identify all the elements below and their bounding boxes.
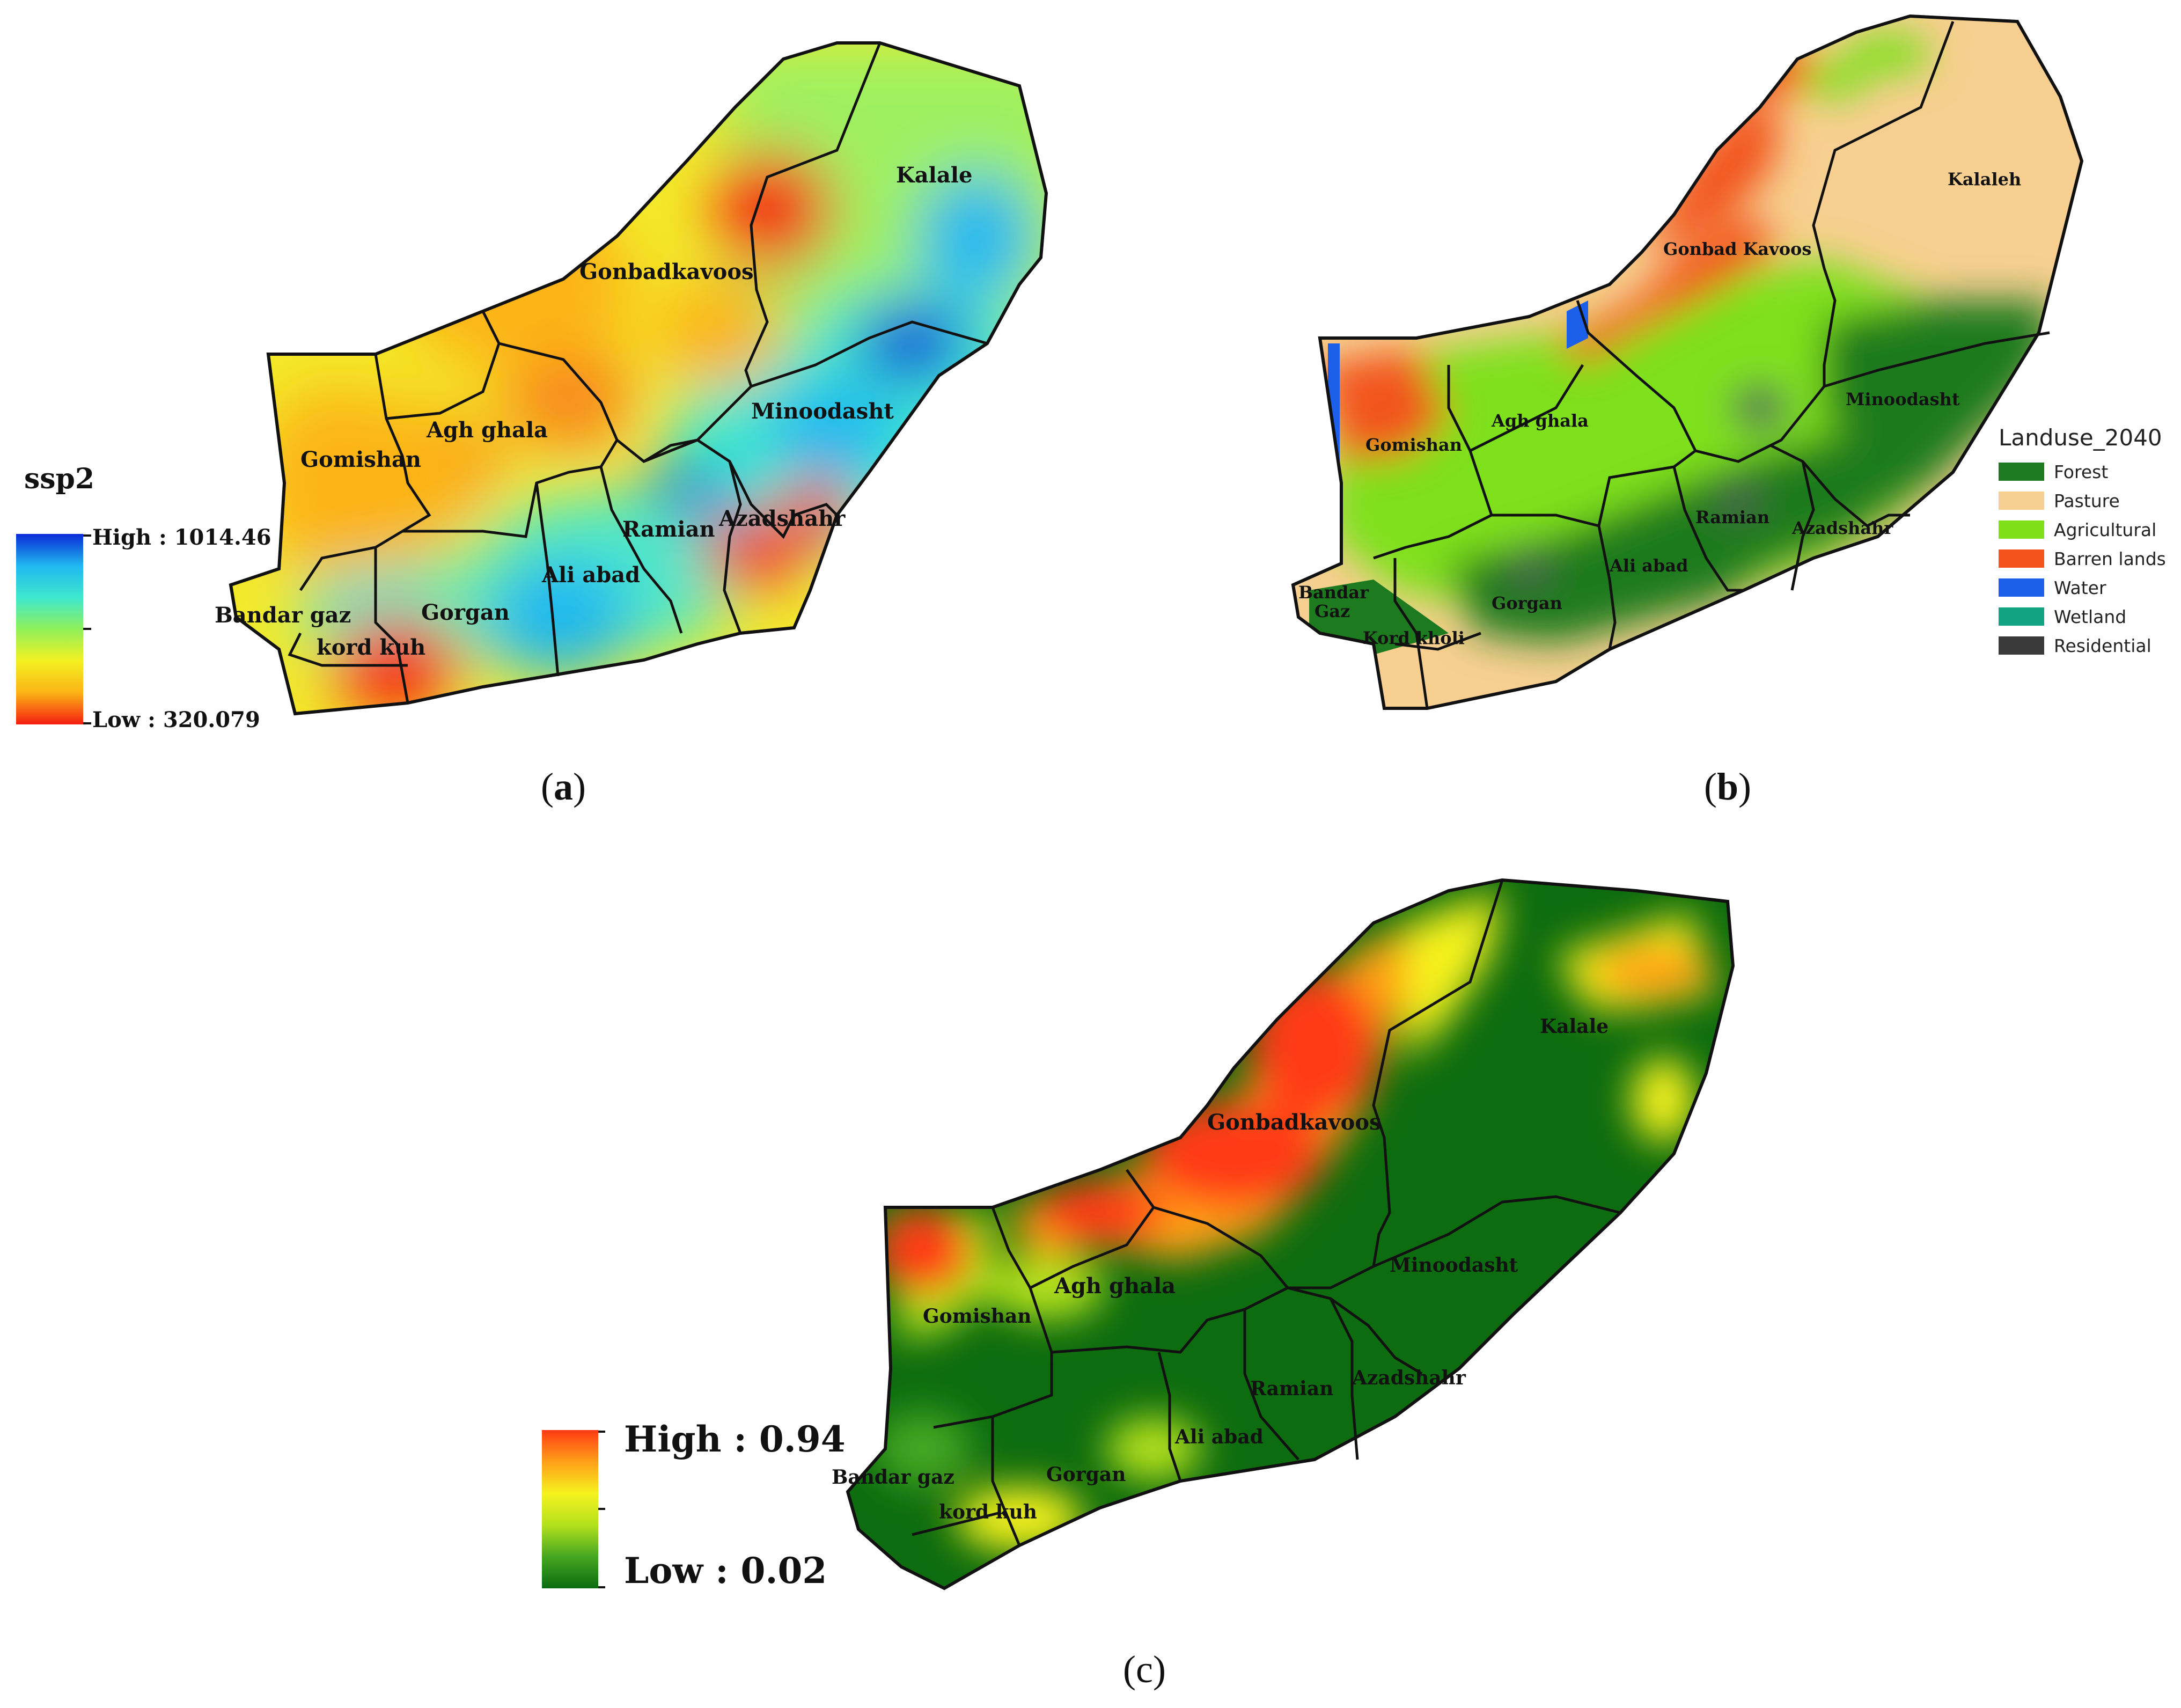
caption-a: (a)	[541, 765, 586, 808]
legend-risk-ramp	[542, 1430, 598, 1588]
legend-label-barren-lands: Barren lands	[2054, 548, 2166, 569]
legend-ssp2-high: High : 1014.46	[92, 525, 271, 550]
label-agh-ghala: Agh ghala	[426, 417, 548, 443]
legend-label-forest: Forest	[2054, 461, 2108, 482]
label-gorgan-b: Gorgan	[1492, 593, 1562, 613]
label-gaz-b: Gaz	[1315, 601, 1350, 621]
label-gorgan: Gorgan	[421, 600, 510, 625]
panel-c: Kalale Gonbadkavoos Minoodasht Agh ghala…	[542, 869, 1749, 1691]
legend-risk: High : 0.94 Low : 0.02	[542, 1418, 846, 1592]
legend-swatch-water	[1999, 578, 2044, 597]
label-azadshahr-c: Azadshahr	[1352, 1367, 1466, 1389]
legend-label-pasture: Pasture	[2054, 490, 2120, 511]
label-ali-abad: Ali abad	[541, 562, 640, 588]
legend-ssp2-ramp	[16, 534, 83, 724]
legend-ssp2-title: ssp2	[24, 463, 94, 495]
label-agh-ghala-b: Agh ghala	[1491, 410, 1589, 431]
legend-label-agricultural: Agricultural	[2054, 519, 2156, 540]
legend-risk-low: Low : 0.02	[624, 1550, 827, 1592]
legend-ssp2: ssp2 High : 1014.46 Low : 320.079	[16, 463, 271, 732]
label-bandar-b: Bandar	[1298, 582, 1369, 603]
panel-b-borders	[1373, 21, 2050, 709]
caption-b: (b)	[1704, 765, 1751, 808]
label-azadshahr: Azadshahr	[718, 506, 846, 531]
legend-swatch-forest	[1999, 463, 2044, 481]
panel-b-labels: Kalaleh Gonbad Kavoos Minoodasht Agh gha…	[1298, 169, 2021, 648]
label-agh-ghala-c: Agh ghala	[1054, 1273, 1176, 1299]
label-gonbadkavoos: Gonbadkavoos	[579, 259, 754, 284]
legend-swatch-residential	[1999, 636, 2044, 655]
legend-swatch-barren-lands	[1999, 549, 2044, 568]
label-minoodasht: Minoodasht	[751, 399, 894, 424]
label-kalale: Kalale	[896, 163, 972, 188]
legend-label-water: Water	[2054, 577, 2106, 598]
label-ramian-c: Ramian	[1250, 1377, 1333, 1400]
label-minoodasht-c: Minoodasht	[1390, 1254, 1518, 1277]
ssp2-surface	[231, 43, 1046, 714]
label-gomishan-c: Gomishan	[923, 1305, 1031, 1328]
label-ramian-b: Ramian	[1695, 507, 1769, 527]
label-ramian: Ramian	[622, 517, 715, 542]
label-kalale-c: Kalale	[1540, 1015, 1609, 1038]
panel-c-labels: Kalale Gonbadkavoos Minoodasht Agh ghala…	[832, 1015, 1609, 1523]
risk-surface	[848, 880, 1733, 1588]
label-azadshahr-b: Azadshahr	[1791, 518, 1893, 538]
label-gorgan-c: Gorgan	[1046, 1463, 1126, 1486]
legend-landuse-title: Landuse_2040	[1999, 424, 2162, 451]
legend-swatch-wetland	[1999, 607, 2044, 626]
label-gomishan-b: Gomishan	[1365, 435, 1462, 455]
label-kord-kuh-c: kord kuh	[939, 1501, 1037, 1523]
legend-ssp2-low: Low : 320.079	[92, 707, 260, 732]
label-kord-kholi: Kord kholi	[1363, 628, 1465, 648]
label-ali-abad-b: Ali abad	[1609, 555, 1688, 576]
label-minoodasht-b: Minoodasht	[1846, 389, 1960, 409]
legend-landuse: Landuse_2040 Forest Pasture Agricultural Ba…	[1999, 424, 2166, 656]
legend-swatch-agricultural	[1999, 521, 2044, 539]
legend-risk-high: High : 0.94	[624, 1418, 846, 1460]
label-bandar-gaz-c: Bandar gaz	[832, 1466, 954, 1489]
label-gonbad-kavoos: Gonbad Kavoos	[1663, 239, 1811, 259]
label-bandar-gaz: Bandar gaz	[215, 603, 351, 628]
caption-c: (c)	[1123, 1648, 1166, 1691]
legend-label-residential: Residential	[2054, 635, 2151, 656]
label-gonbadkavoos-c: Gonbadkavoos	[1207, 1110, 1382, 1135]
legend-label-wetland: Wetland	[2054, 606, 2126, 627]
panel-a: Kalale Gonbadkavoos Minoodasht Agh ghala…	[16, 27, 1073, 808]
label-gomishan: Gomishan	[300, 447, 421, 472]
label-kalaleh: Kalaleh	[1948, 169, 2021, 189]
panel-b: Kalaleh Gonbad Kavoos Minoodasht Agh gha…	[1277, 11, 2166, 808]
panel-c-borders	[912, 879, 1621, 1546]
label-kord-kuh: kord kuh	[317, 635, 425, 660]
panel-a-borders	[288, 42, 988, 703]
legend-swatch-pasture	[1999, 492, 2044, 510]
label-ali-abad-c: Ali abad	[1174, 1426, 1264, 1448]
panel-a-labels: Kalale Gonbadkavoos Minoodasht Agh ghala…	[215, 163, 972, 660]
